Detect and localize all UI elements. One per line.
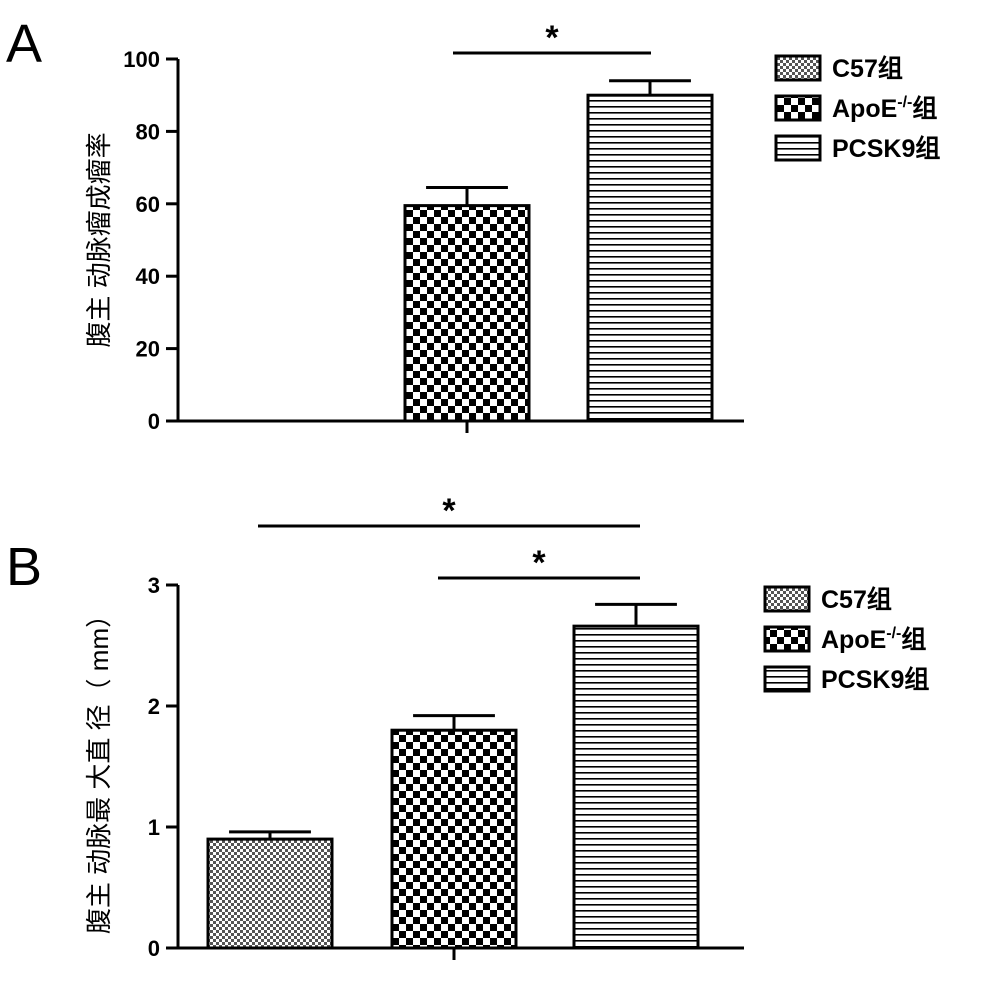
panel-b-bar — [572, 624, 700, 950]
panel-a-y-tick-label: 80 — [136, 119, 160, 144]
panel-b-y-tick-label: 0 — [148, 936, 160, 961]
panel-b-significance-star: * — [532, 544, 546, 582]
panel-b-legend-swatch — [763, 625, 811, 653]
panel-a-legend-label: ApoE-/-组 — [832, 94, 937, 123]
panel-a: A 腹主 动脉瘤成瘤率 0 20 40 60 80 100 * C57组 ApoE-/-组 PCSK9… — [6, 14, 940, 434]
panel-a-y-axis-label: 腹主 动脉瘤成瘤率 — [84, 132, 114, 347]
panel-a-y-tick-label: 40 — [136, 264, 160, 289]
panel-a-y-tick-label: 60 — [136, 192, 160, 217]
panel-a-bar — [403, 204, 531, 423]
panel-a-significance-star: * — [545, 19, 559, 57]
panel-a-y-tick-label: 0 — [148, 409, 160, 434]
panel-a-legend-swatch — [774, 134, 822, 162]
panel-b-bar — [390, 728, 518, 950]
panel-a-y-tick-label: 100 — [123, 47, 160, 72]
panel-b-legend-label: PCSK9组 — [821, 666, 929, 694]
panel-a-letter: A — [6, 14, 42, 74]
panel-b-y-axis-label: 腹主 动脉最 大直 径（ mm） — [84, 602, 114, 934]
panel-a-legend-label: PCSK9组 — [832, 135, 940, 163]
panel-b-bar — [206, 837, 334, 950]
panel-b-y-tick-label: 1 — [148, 815, 160, 840]
panel-b-legend-swatch — [763, 665, 811, 693]
panel-b-y-tick-label: 2 — [148, 694, 160, 719]
panel-a-legend-swatch — [774, 54, 822, 82]
panel-a-legend-label: C57组 — [832, 55, 903, 83]
panel-b-legend-swatch — [763, 585, 811, 613]
panel-a-bar — [586, 93, 714, 423]
panel-b-legend-label: C57组 — [821, 586, 892, 614]
panel-a-legend-swatch — [774, 94, 822, 122]
panel-a-y-tick-label: 20 — [136, 337, 160, 362]
panel-b-y-tick-label: 3 — [148, 573, 160, 598]
panel-b-legend-label: ApoE-/-组 — [821, 625, 926, 654]
panel-b: B 腹主 动脉最 大直 径（ mm） 0 1 2 3 * * C57组 ApoE-/-组 PCSK9… — [6, 492, 929, 961]
panel-b-significance-star: * — [442, 492, 456, 530]
panel-b-letter: B — [6, 537, 42, 597]
